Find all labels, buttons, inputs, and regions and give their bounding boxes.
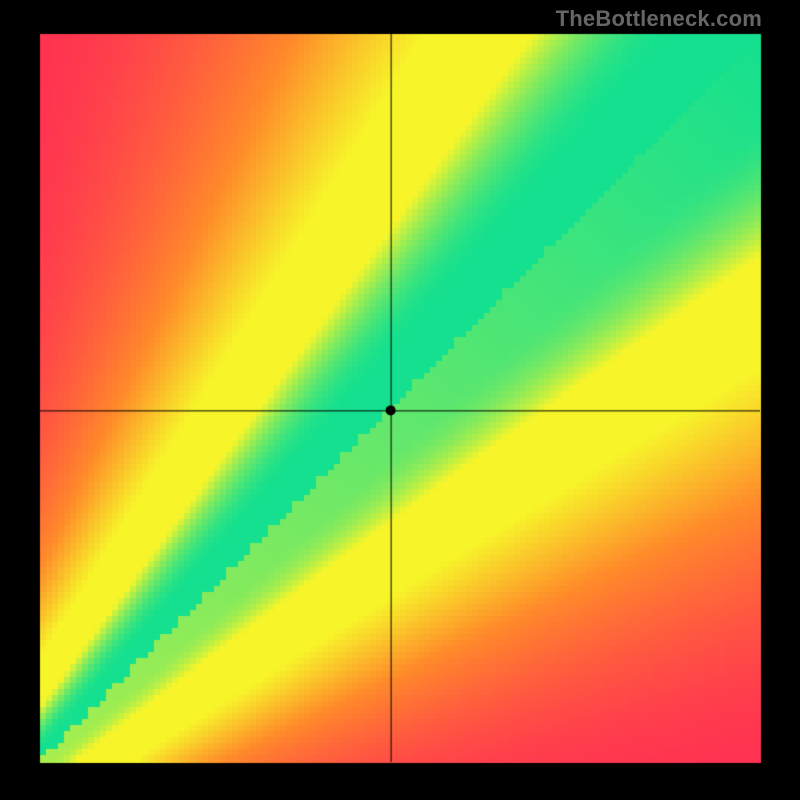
bottleneck-heatmap xyxy=(0,0,800,800)
watermark-text: TheBottleneck.com xyxy=(556,6,762,32)
